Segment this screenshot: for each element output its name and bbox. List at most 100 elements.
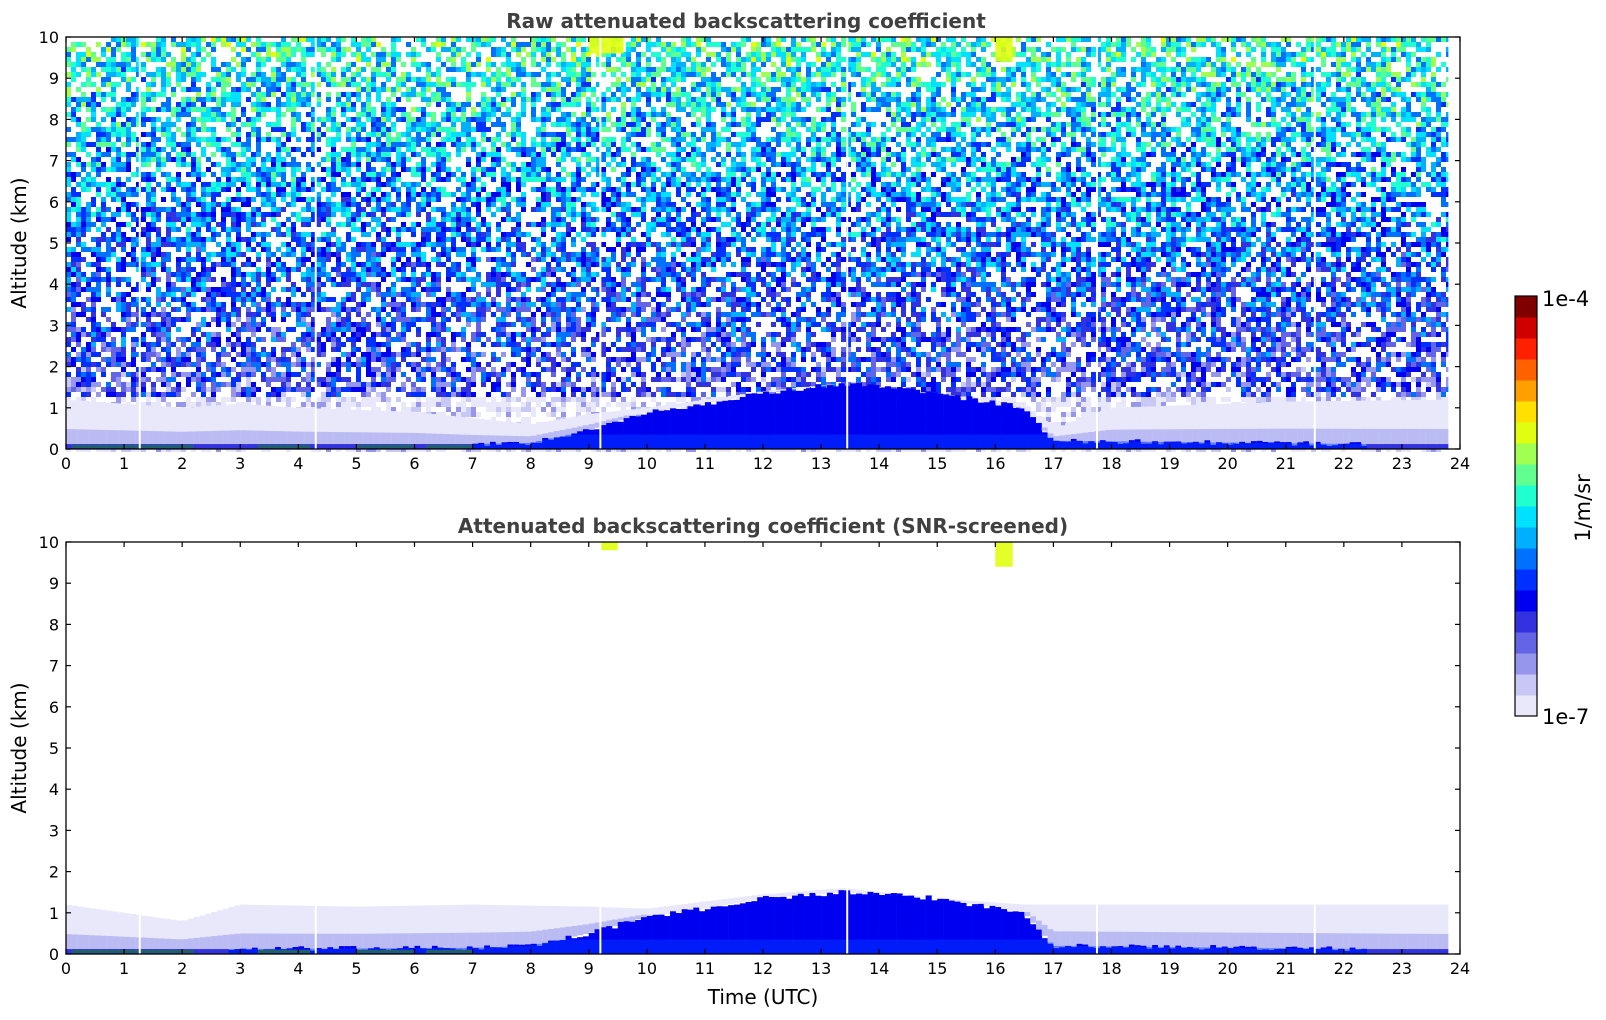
heatmap-cell: [71, 312, 76, 317]
heatmap-cell: [361, 37, 366, 42]
heatmap-cell: [346, 212, 351, 217]
heatmap-cell: [291, 47, 296, 52]
heatmap-cell: [91, 142, 96, 147]
heatmap-cell: [511, 37, 516, 42]
heatmap-cell: [76, 287, 81, 292]
heatmap-cell: [206, 217, 211, 222]
heatmap-cell: [76, 157, 81, 162]
heatmap-cell: [271, 307, 276, 312]
heatmap-cell: [336, 312, 341, 317]
heatmap-cell: [386, 197, 391, 202]
heatmap-cell: [226, 327, 231, 332]
heatmap-cell: [206, 237, 211, 242]
heatmap-cell: [231, 242, 236, 247]
heatmap-cell: [506, 142, 511, 147]
heatmap-cell: [446, 272, 451, 277]
heatmap-cell: [496, 47, 501, 52]
heatmap-cell: [516, 272, 521, 277]
heatmap-cell: [201, 402, 206, 407]
heatmap-cell: [326, 207, 331, 212]
heatmap-cell: [456, 392, 461, 397]
heatmap-cell: [211, 392, 216, 397]
heatmap-cell: [281, 112, 286, 117]
heatmap-cell: [201, 377, 206, 382]
heatmap-cell: [171, 287, 176, 292]
heatmap-cell: [146, 237, 151, 242]
heatmap-cell: [326, 182, 331, 187]
heatmap-cell: [326, 47, 331, 52]
heatmap-cell: [361, 302, 366, 307]
heatmap-cell: [251, 297, 256, 302]
heatmap-cell: [271, 302, 276, 307]
heatmap-cell: [241, 292, 246, 297]
heatmap-cell: [301, 87, 306, 92]
heatmap-cell: [311, 217, 316, 222]
heatmap-cell: [461, 357, 466, 362]
heatmap-cell: [276, 232, 281, 237]
heatmap-cell: [356, 252, 361, 257]
heatmap-cell: [381, 237, 386, 242]
heatmap-cell: [91, 67, 96, 72]
heatmap-cell: [331, 47, 336, 52]
heatmap-cell: [321, 252, 326, 257]
heatmap-cell: [186, 192, 191, 197]
heatmap-cell: [441, 162, 446, 167]
heatmap-cell: [311, 82, 316, 87]
heatmap-cell: [146, 352, 151, 357]
heatmap-cell: [66, 392, 71, 397]
heatmap-cell: [301, 302, 306, 307]
heatmap-cell: [151, 227, 156, 232]
heatmap-cell: [321, 212, 326, 217]
heatmap-cell: [281, 37, 286, 42]
heatmap-cell: [276, 167, 281, 172]
heatmap-cell: [231, 142, 236, 147]
heatmap-cell: [416, 277, 421, 282]
heatmap-cell: [246, 337, 251, 342]
heatmap-cell: [321, 72, 326, 77]
heatmap-cell: [191, 77, 196, 82]
heatmap-cell: [466, 237, 471, 242]
heatmap-cell: [91, 307, 96, 312]
heatmap-cell: [316, 287, 321, 292]
heatmap-cell: [116, 82, 121, 87]
heatmap-cell: [311, 137, 316, 142]
heatmap-cell: [136, 282, 141, 287]
heatmap-cell: [71, 157, 76, 162]
heatmap-cell: [526, 342, 531, 347]
heatmap-cell: [501, 192, 506, 197]
heatmap-cell: [486, 402, 491, 407]
heatmap-cell: [216, 37, 221, 42]
heatmap-cell: [411, 142, 416, 147]
heatmap-cell: [416, 387, 421, 392]
heatmap-cell: [306, 362, 311, 367]
heatmap-cell: [256, 387, 261, 392]
heatmap-cell: [426, 127, 431, 132]
heatmap-cell: [516, 147, 521, 152]
heatmap-cell: [266, 402, 271, 407]
heatmap-cell: [216, 177, 221, 182]
heatmap-cell: [151, 252, 156, 257]
heatmap-cell: [146, 227, 151, 232]
heatmap-cell: [441, 382, 446, 387]
heatmap-cell: [366, 87, 371, 92]
heatmap-cell: [411, 282, 416, 287]
heatmap-cell: [481, 77, 486, 82]
heatmap-cell: [471, 402, 476, 407]
heatmap-cell: [481, 127, 486, 132]
heatmap-cell: [256, 67, 261, 72]
heatmap-cell: [96, 172, 101, 177]
heatmap-cell: [251, 292, 256, 297]
heatmap-cell: [301, 257, 306, 262]
heatmap-cell: [416, 372, 421, 377]
heatmap-cell: [251, 287, 256, 292]
heatmap-cell: [286, 92, 291, 97]
heatmap-cell: [326, 332, 331, 337]
heatmap-cell: [426, 122, 431, 127]
heatmap-cell: [111, 297, 116, 302]
heatmap-cell: [96, 187, 101, 192]
heatmap-cell: [381, 107, 386, 112]
heatmap-cell: [291, 387, 296, 392]
heatmap-cell: [86, 82, 91, 87]
heatmap-cell: [426, 307, 431, 312]
heatmap-cell: [151, 257, 156, 262]
